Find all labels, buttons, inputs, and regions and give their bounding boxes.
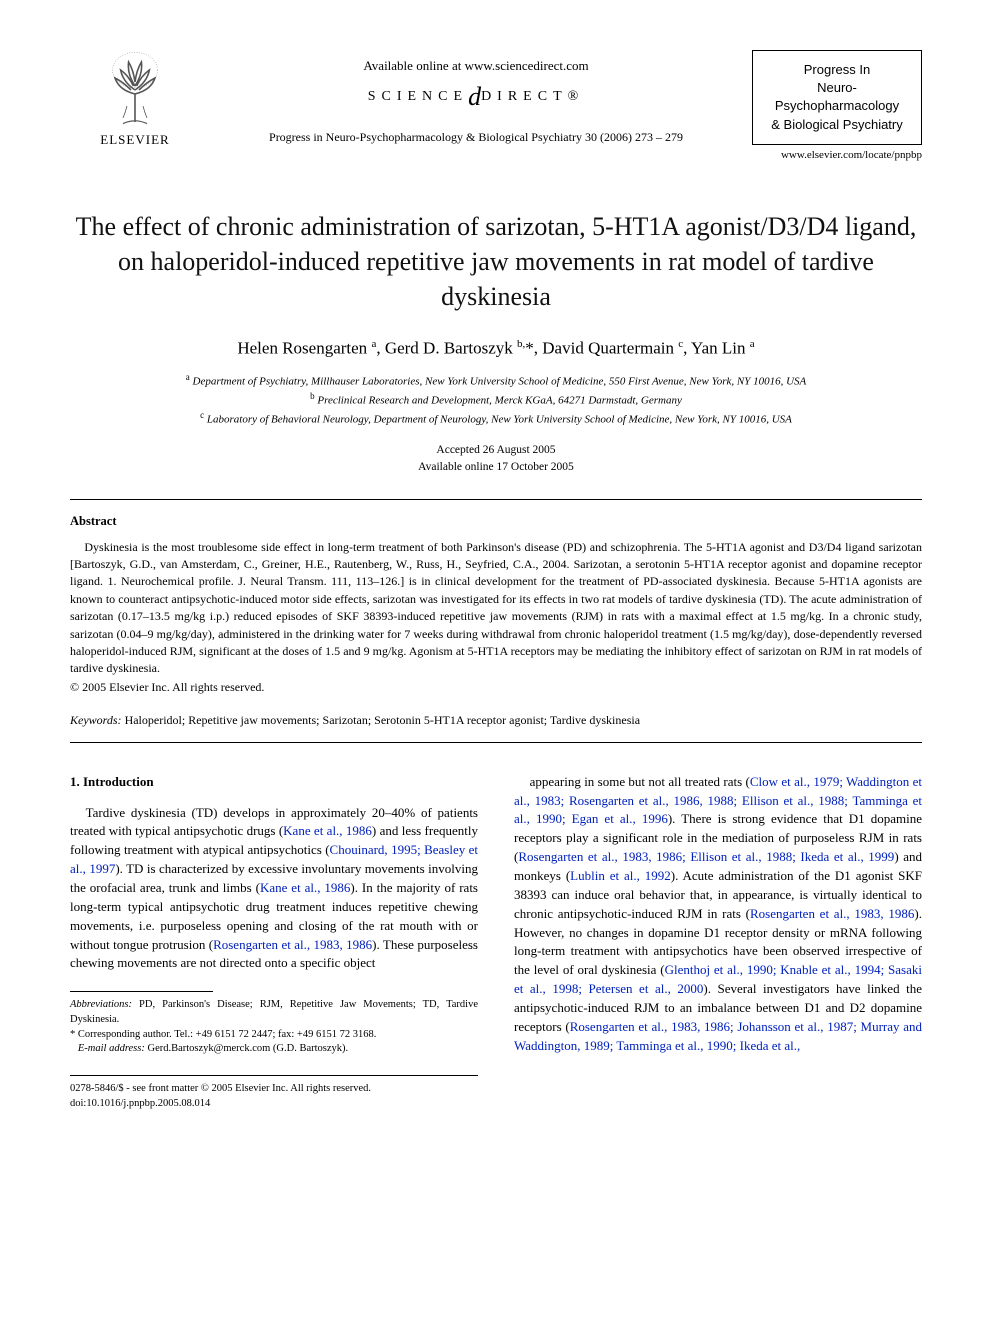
rule-after-keywords	[70, 742, 922, 743]
col2-paragraph: appearing in some but not all treated ra…	[514, 773, 922, 1056]
sd-left: SCIENCE	[368, 89, 468, 104]
column-left: 1. Introduction Tardive dyskinesia (TD) …	[70, 773, 478, 1112]
sciencedirect-logo: SCIENCEdDIRECT®	[200, 82, 752, 112]
available-online-text: Available online at www.sciencedirect.co…	[200, 58, 752, 74]
body-columns: 1. Introduction Tardive dyskinesia (TD) …	[70, 773, 922, 1112]
copyright-line: © 2005 Elsevier Inc. All rights reserved…	[70, 680, 922, 695]
abbreviations-footnote: Abbreviations: PD, Parkinson's Disease; …	[70, 998, 478, 1027]
elsevier-logo-block: ELSEVIER	[70, 50, 200, 148]
header-row: ELSEVIER Available online at www.science…	[70, 50, 922, 161]
affiliation-a: a Department of Psychiatry, Millhauser L…	[70, 371, 922, 390]
section-1-heading: 1. Introduction	[70, 773, 478, 792]
elsevier-label: ELSEVIER	[100, 132, 169, 148]
dates-block: Accepted 26 August 2005 Available online…	[70, 442, 922, 477]
doi-line: doi:10.1016/j.pnpbp.2005.08.014	[70, 1097, 478, 1112]
bottom-rule	[70, 1075, 478, 1076]
bottom-matter: 0278-5846/$ - see front matter © 2005 El…	[70, 1082, 478, 1111]
affiliation-b: b Preclinical Research and Development, …	[70, 390, 922, 409]
keywords-values: Haloperidol; Repetitive jaw movements; S…	[125, 713, 640, 727]
footnote-rule	[70, 991, 213, 992]
front-matter-line: 0278-5846/$ - see front matter © 2005 El…	[70, 1082, 478, 1097]
abstract-text: Dyskinesia is the most troublesome side …	[70, 539, 922, 678]
corresponding-author-footnote: * Corresponding author. Tel.: +49 6151 7…	[70, 1028, 478, 1043]
elsevier-tree-icon	[95, 50, 175, 130]
affiliations: a Department of Psychiatry, Millhauser L…	[70, 371, 922, 428]
keywords-label: Keywords:	[70, 713, 122, 727]
journal-box-line1: Progress In	[759, 61, 915, 79]
journal-box-wrap: Progress In Neuro-Psychopharmacology & B…	[752, 50, 922, 161]
affiliation-c: c Laboratory of Behavioral Neurology, De…	[70, 409, 922, 428]
journal-title-box: Progress In Neuro-Psychopharmacology & B…	[752, 50, 922, 145]
header-center: Available online at www.sciencedirect.co…	[200, 50, 752, 145]
accepted-date: Accepted 26 August 2005	[70, 442, 922, 459]
col1-paragraph: Tardive dyskinesia (TD) develops in appr…	[70, 804, 478, 974]
journal-box-line3: & Biological Psychiatry	[759, 116, 915, 134]
rule-top	[70, 499, 922, 500]
journal-reference: Progress in Neuro-Psychopharmacology & B…	[200, 130, 752, 145]
online-date: Available online 17 October 2005	[70, 459, 922, 476]
journal-url: www.elsevier.com/locate/pnpbp	[752, 149, 922, 161]
authors-line: Helen Rosengarten a, Gerd D. Bartoszyk b…	[70, 338, 922, 359]
column-right: appearing in some but not all treated ra…	[514, 773, 922, 1112]
email-footnote: E-mail address: Gerd.Bartoszyk@merck.com…	[70, 1042, 478, 1057]
article-title: The effect of chronic administration of …	[70, 209, 922, 314]
journal-box-line2: Neuro-Psychopharmacology	[759, 79, 915, 115]
footnotes: Abbreviations: PD, Parkinson's Disease; …	[70, 998, 478, 1057]
sd-right: DIRECT®	[481, 89, 584, 104]
abstract-heading: Abstract	[70, 514, 922, 529]
sd-at-icon: d	[468, 82, 481, 111]
keywords-line: Keywords: Haloperidol; Repetitive jaw mo…	[70, 713, 922, 728]
